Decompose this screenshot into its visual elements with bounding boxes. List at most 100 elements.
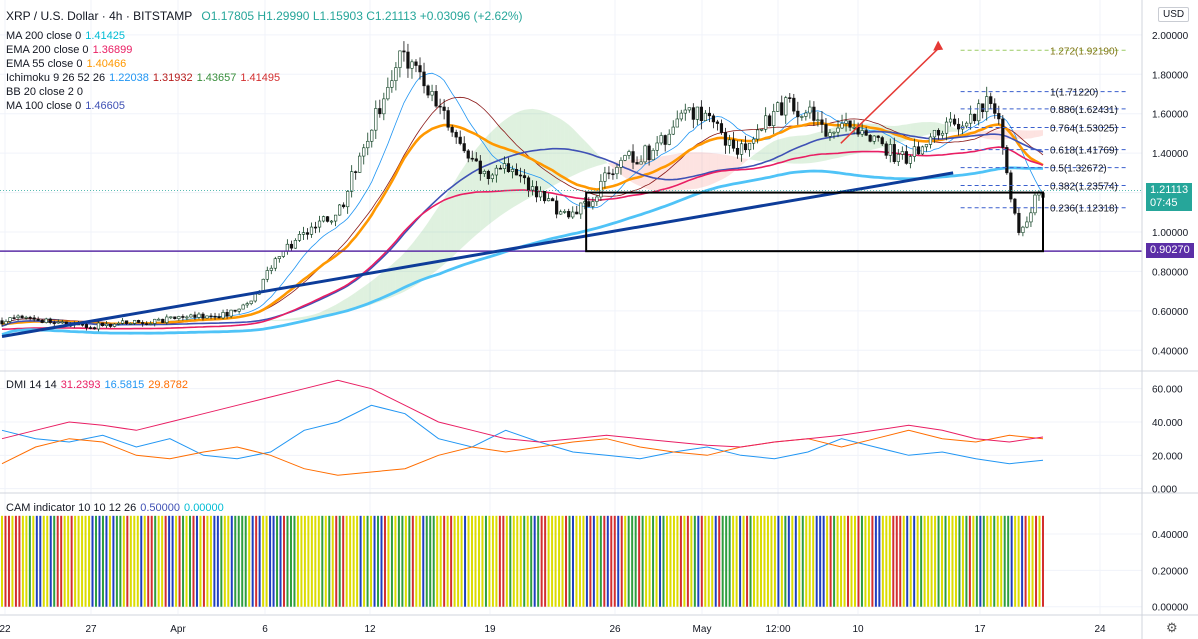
cam-bar xyxy=(502,515,505,607)
cam-bar xyxy=(979,515,982,607)
cam-bar xyxy=(941,515,944,607)
candle-body xyxy=(559,211,563,215)
candle-body xyxy=(88,327,93,329)
candle-body xyxy=(209,315,213,318)
cam-bar xyxy=(35,515,38,607)
candle-body xyxy=(165,316,169,323)
cam-bar xyxy=(540,515,543,607)
candle-body xyxy=(707,112,711,117)
candle-body xyxy=(398,50,402,68)
cloud-segment xyxy=(721,154,726,180)
candle-body xyxy=(1033,194,1037,214)
cam-bar xyxy=(968,515,971,607)
cam-bar xyxy=(1000,515,1003,607)
cam-bar xyxy=(370,515,373,607)
cam-bar xyxy=(443,515,446,607)
currency-button[interactable]: USD xyxy=(1158,7,1190,22)
candle-body xyxy=(727,139,732,146)
candle-body xyxy=(623,155,627,161)
candle-body xyxy=(671,126,675,135)
candle-body xyxy=(418,65,422,73)
cam-bar xyxy=(815,515,818,607)
cam-tick: 0.20000 xyxy=(1152,566,1189,577)
candle-body xyxy=(872,135,876,142)
cloud-segment xyxy=(512,112,517,208)
candle-body xyxy=(108,323,113,327)
candle-body xyxy=(772,111,776,126)
cam-bar xyxy=(916,515,919,607)
cam-bar xyxy=(415,515,418,607)
cam-bar xyxy=(707,515,710,607)
ema55-line xyxy=(1,121,1044,326)
candle-body xyxy=(157,318,161,321)
cam-bar xyxy=(373,515,376,607)
candle-body xyxy=(1013,198,1017,214)
arrowhead xyxy=(933,40,944,51)
cam-bar xyxy=(380,515,383,607)
candle-body xyxy=(804,112,808,117)
cloud-segment xyxy=(757,149,762,162)
cam-bar xyxy=(331,515,334,607)
cam-bar xyxy=(1007,515,1010,607)
cam-bar xyxy=(453,515,456,607)
candle-body xyxy=(458,136,462,144)
cloud-segment xyxy=(343,297,348,313)
candle-body xyxy=(844,120,848,124)
cam-bar xyxy=(411,515,414,607)
cam-bar xyxy=(787,515,790,607)
candle-body xyxy=(563,211,567,213)
candle-body xyxy=(490,174,494,179)
cam-bar xyxy=(840,515,843,607)
cloud-segment xyxy=(669,154,674,191)
dmi-row: DMI 14 14 31.2393 16.5815 29.8782 xyxy=(6,378,192,392)
cam-row: CAM indicator 10 10 12 26 0.50000 0.00000 xyxy=(6,501,228,515)
cam-bar xyxy=(53,515,56,607)
cam-bar xyxy=(512,515,515,607)
settings-gear-icon[interactable]: ⚙ xyxy=(1166,620,1178,635)
cloud-segment xyxy=(520,109,525,203)
candle-body xyxy=(965,122,969,127)
cam-bar xyxy=(101,515,104,607)
cam-bar xyxy=(735,515,738,607)
cam-bar xyxy=(742,515,745,607)
candle-body xyxy=(4,321,8,325)
cam-bar xyxy=(850,515,853,607)
candle-body xyxy=(450,126,454,133)
candle-body xyxy=(904,151,908,164)
cam-bar xyxy=(147,515,150,607)
cloud-segment xyxy=(777,138,782,163)
cloud-segment xyxy=(303,315,308,320)
indicator-row: MA 200 close 0 1.41425 xyxy=(6,29,284,43)
cam-bar xyxy=(324,515,327,607)
candle-body xyxy=(350,171,354,192)
candle-body xyxy=(177,316,181,320)
candle-body xyxy=(141,322,145,324)
cloud-segment xyxy=(588,144,593,169)
cam-bar xyxy=(634,515,637,607)
cam-bar xyxy=(328,515,331,607)
cam-bar xyxy=(704,515,707,607)
cam-bar xyxy=(648,515,651,607)
cam-bar xyxy=(895,515,898,607)
support-price-label: 0.90270 xyxy=(1146,243,1194,258)
cam-bar xyxy=(293,515,296,607)
candle-body xyxy=(1017,212,1021,233)
cam-bar xyxy=(617,515,620,607)
cloud-segment xyxy=(460,166,465,250)
cam-bar xyxy=(46,515,49,607)
cam-bar xyxy=(927,515,930,607)
indicator-row: Ichimoku 9 26 52 26 1.22038 1.31932 1.43657… xyxy=(6,71,284,85)
candle-body xyxy=(100,322,105,327)
candle-body xyxy=(438,105,442,108)
time-tick: 27 xyxy=(85,624,97,635)
indicator-value: 1.41495 xyxy=(240,72,281,84)
cam-bar xyxy=(753,515,756,607)
cam-bar xyxy=(961,515,964,607)
cloud-segment xyxy=(500,120,505,216)
cam-bar xyxy=(1014,515,1017,607)
price-tick: 2.00000 xyxy=(1152,31,1189,42)
cloud-segment xyxy=(544,111,549,191)
cam-bar xyxy=(773,515,776,607)
cloud-segment xyxy=(709,152,714,186)
